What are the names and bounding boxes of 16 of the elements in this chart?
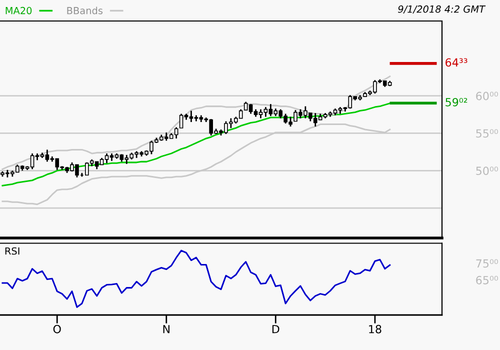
y-tick-label: 50⁰⁰ [476,166,498,176]
chart-title: RSI [5,247,20,255]
y-tick-label: 75⁰⁰ [476,259,498,268]
ref-line-label: 64³³ [446,58,468,67]
y-tick-label: 55⁰⁰ [476,129,498,138]
legend-label: BBands [67,6,103,14]
line-series [2,102,391,186]
ref-line-label: 59⁰² [446,98,468,106]
legend-label: MA20 [6,6,32,14]
x-tick-label: D [272,325,280,334]
x-tick-label: 18 [369,324,382,334]
y-tick-label: 60⁰⁰ [476,92,498,100]
y-tick-label: 65⁰⁰ [476,276,498,284]
x-tick-label: O [53,324,61,334]
text: 9/1/2018 4:2 GMT [398,5,486,14]
x-tick-label: N [163,325,170,334]
